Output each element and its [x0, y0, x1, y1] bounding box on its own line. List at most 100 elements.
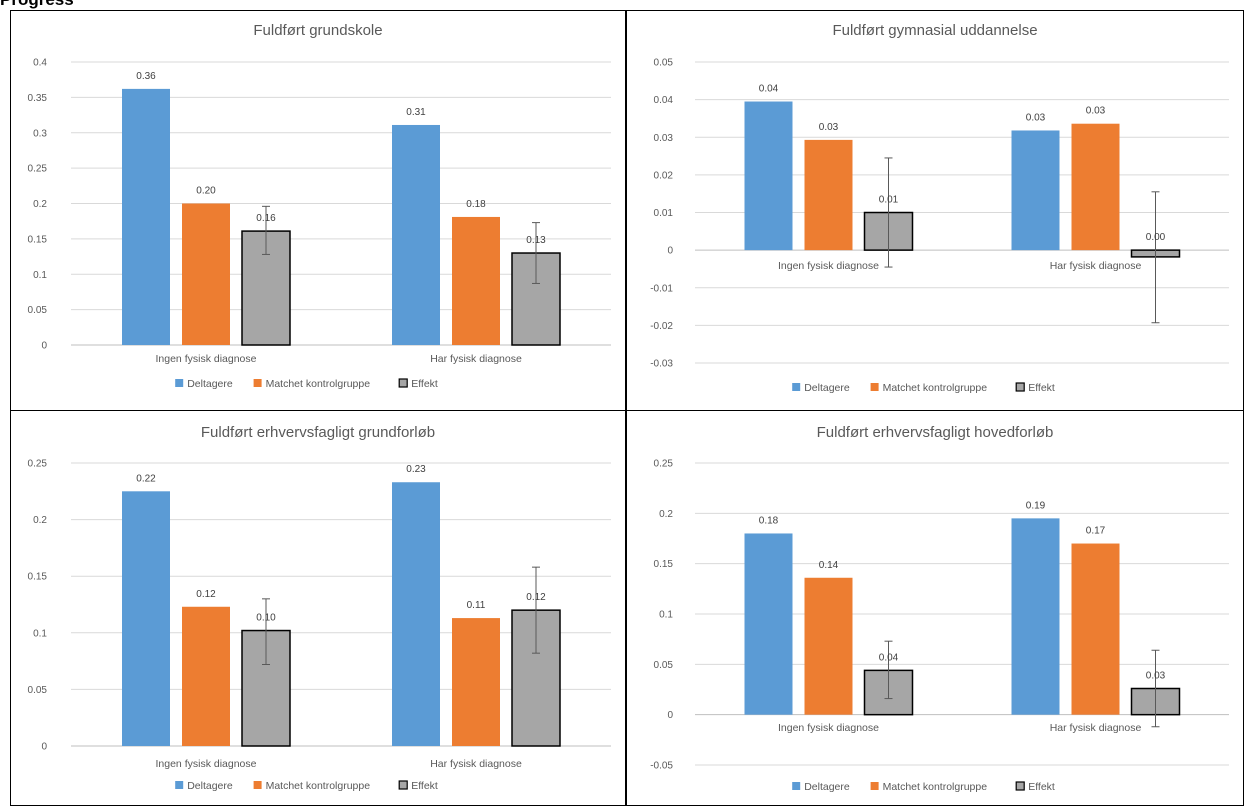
y-tick-label: 0: [41, 341, 47, 352]
legend: Deltagere Matchet kontrolgruppe Effekt: [792, 781, 1055, 793]
legend-swatch: [398, 780, 408, 790]
legend-swatch: [175, 781, 184, 789]
category-label: Ingen fysisk diagnose: [156, 353, 257, 365]
category-label: Ingen fysisk diagnose: [778, 260, 879, 272]
y-tick-label: 0.2: [33, 199, 47, 210]
y-tick-label: -0.01: [650, 283, 673, 294]
data-label: 0.01: [879, 195, 899, 206]
legend-label: Effekt: [1028, 382, 1055, 394]
data-label: 0.04: [759, 84, 779, 95]
legend-swatch: [870, 782, 879, 790]
bar-deltagere: [1011, 518, 1060, 715]
bar-matchet-kontrolgruppe: [1071, 123, 1120, 251]
bar-deltagere: [744, 533, 793, 715]
y-tick-label: 0.05: [28, 685, 48, 696]
chart-title: Fuldført gymnasial uddannelse: [832, 22, 1037, 39]
category-label: Ingen fysisk diagnose: [156, 758, 257, 770]
legend-label: Effekt: [411, 378, 438, 390]
legend-label: Deltagere: [804, 382, 850, 394]
chart-title: Fuldført erhvervsfagligt hovedforløb: [817, 424, 1054, 441]
y-tick-label: 0.15: [28, 572, 48, 583]
data-label: 0.22: [136, 473, 156, 484]
legend-swatch: [1015, 781, 1025, 791]
y-tick-label: 0.1: [33, 628, 47, 639]
legend: Deltagere Matchet kontrolgruppe Effekt: [175, 378, 438, 390]
category-label: Har fysisk diagnose: [1050, 722, 1142, 734]
bar-deltagere: [392, 482, 440, 746]
legend-label: Effekt: [411, 780, 438, 792]
bar-matchet-kontrolgruppe: [182, 203, 230, 345]
y-tick-label: 0.25: [654, 459, 674, 470]
y-tick-label: 0.2: [659, 509, 673, 520]
legend-label: Matchet kontrolgruppe: [883, 382, 988, 394]
chart-title: Fuldført erhvervsfagligt grundforløb: [201, 424, 435, 441]
legend-swatch: [175, 379, 184, 387]
legend-label: Deltagere: [187, 780, 233, 792]
y-tick-label: 0.35: [28, 93, 48, 104]
y-tick-label: 0.15: [28, 234, 48, 245]
legend-label: Effekt: [1028, 781, 1055, 793]
data-label: 0.04: [879, 652, 899, 663]
bar-matchet-kontrolgruppe: [804, 577, 853, 715]
data-label: 0.12: [526, 592, 546, 603]
data-label: 0.31: [406, 107, 426, 118]
data-label: 0.36: [136, 71, 156, 82]
bar-matchet-kontrolgruppe: [804, 139, 853, 251]
y-tick-label: 0: [41, 742, 47, 753]
data-label: 0.00: [1146, 232, 1166, 243]
y-tick-label: 0.4: [33, 58, 47, 69]
y-tick-label: 0.05: [28, 305, 48, 316]
y-tick-label: -0.02: [650, 321, 673, 332]
data-label: 0.03: [1086, 106, 1106, 117]
y-tick-label: 0.1: [33, 270, 47, 281]
legend-label: Matchet kontrolgruppe: [266, 378, 371, 390]
legend-swatch: [1015, 382, 1025, 392]
bar-matchet-kontrolgruppe: [182, 606, 230, 746]
category-label: Har fysisk diagnose: [430, 758, 522, 770]
y-tick-label: 0.03: [654, 133, 674, 144]
legend-swatch: [253, 379, 262, 387]
legend: Deltagere Matchet kontrolgruppe Effekt: [175, 780, 438, 792]
y-tick-label: 0.3: [33, 128, 47, 139]
legend: Deltagere Matchet kontrolgruppe Effekt: [792, 382, 1055, 394]
y-tick-label: 0: [667, 710, 673, 721]
data-label: 0.03: [1026, 112, 1046, 123]
bar-deltagere: [122, 491, 170, 746]
y-tick-label: 0.15: [654, 559, 674, 570]
grid-divider-horizontal: [10, 410, 1244, 411]
bar-deltagere: [122, 88, 170, 345]
data-label: 0.17: [1086, 526, 1106, 537]
data-label: 0.03: [819, 122, 839, 133]
chart-grid-frame: [10, 10, 1244, 806]
bar-deltagere: [1011, 130, 1060, 251]
legend-swatch: [870, 383, 879, 391]
data-label: 0.10: [256, 613, 276, 624]
bar-deltagere: [744, 101, 793, 251]
chart-fuldfort-erhvervsfagligt-grundforlob: Fuldført erhvervsfagligt grundforløb 0 0.0…: [28, 424, 611, 792]
y-tick-label: 0.25: [28, 459, 48, 470]
data-label: 0.20: [196, 186, 216, 197]
chart-title: Fuldført grundskole: [253, 22, 382, 39]
y-tick-label: 0.25: [28, 164, 48, 175]
bar-matchet-kontrolgruppe: [1071, 543, 1120, 715]
category-label: Har fysisk diagnose: [430, 353, 522, 365]
data-label: 0.18: [466, 199, 486, 210]
y-tick-label: 0.05: [654, 58, 674, 69]
legend-label: Matchet kontrolgruppe: [266, 780, 371, 792]
data-label: 0.12: [196, 589, 216, 600]
bar-deltagere: [392, 124, 440, 345]
category-label: Ingen fysisk diagnose: [778, 722, 879, 734]
y-tick-label: 0.2: [33, 515, 47, 526]
chart-fuldfort-erhvervsfagligt-hovedforlob: Fuldført erhvervsfagligt hovedforløb -0.0…: [650, 424, 1229, 793]
y-tick-label: -0.05: [650, 761, 673, 772]
legend-swatch: [792, 383, 801, 391]
data-label: 0.19: [1026, 500, 1046, 511]
legend-label: Matchet kontrolgruppe: [883, 781, 988, 793]
data-label: 0.14: [819, 560, 839, 571]
category-label: Har fysisk diagnose: [1050, 260, 1142, 272]
bar-matchet-kontrolgruppe: [452, 618, 500, 746]
legend-swatch: [253, 781, 262, 789]
legend-label: Deltagere: [804, 781, 850, 793]
chart-fuldfort-grundskole: Fuldført grundskole 0 0.05 0.1 0.15 0.2 0.25 0.…: [28, 22, 611, 390]
data-label: 0.03: [1146, 670, 1166, 681]
